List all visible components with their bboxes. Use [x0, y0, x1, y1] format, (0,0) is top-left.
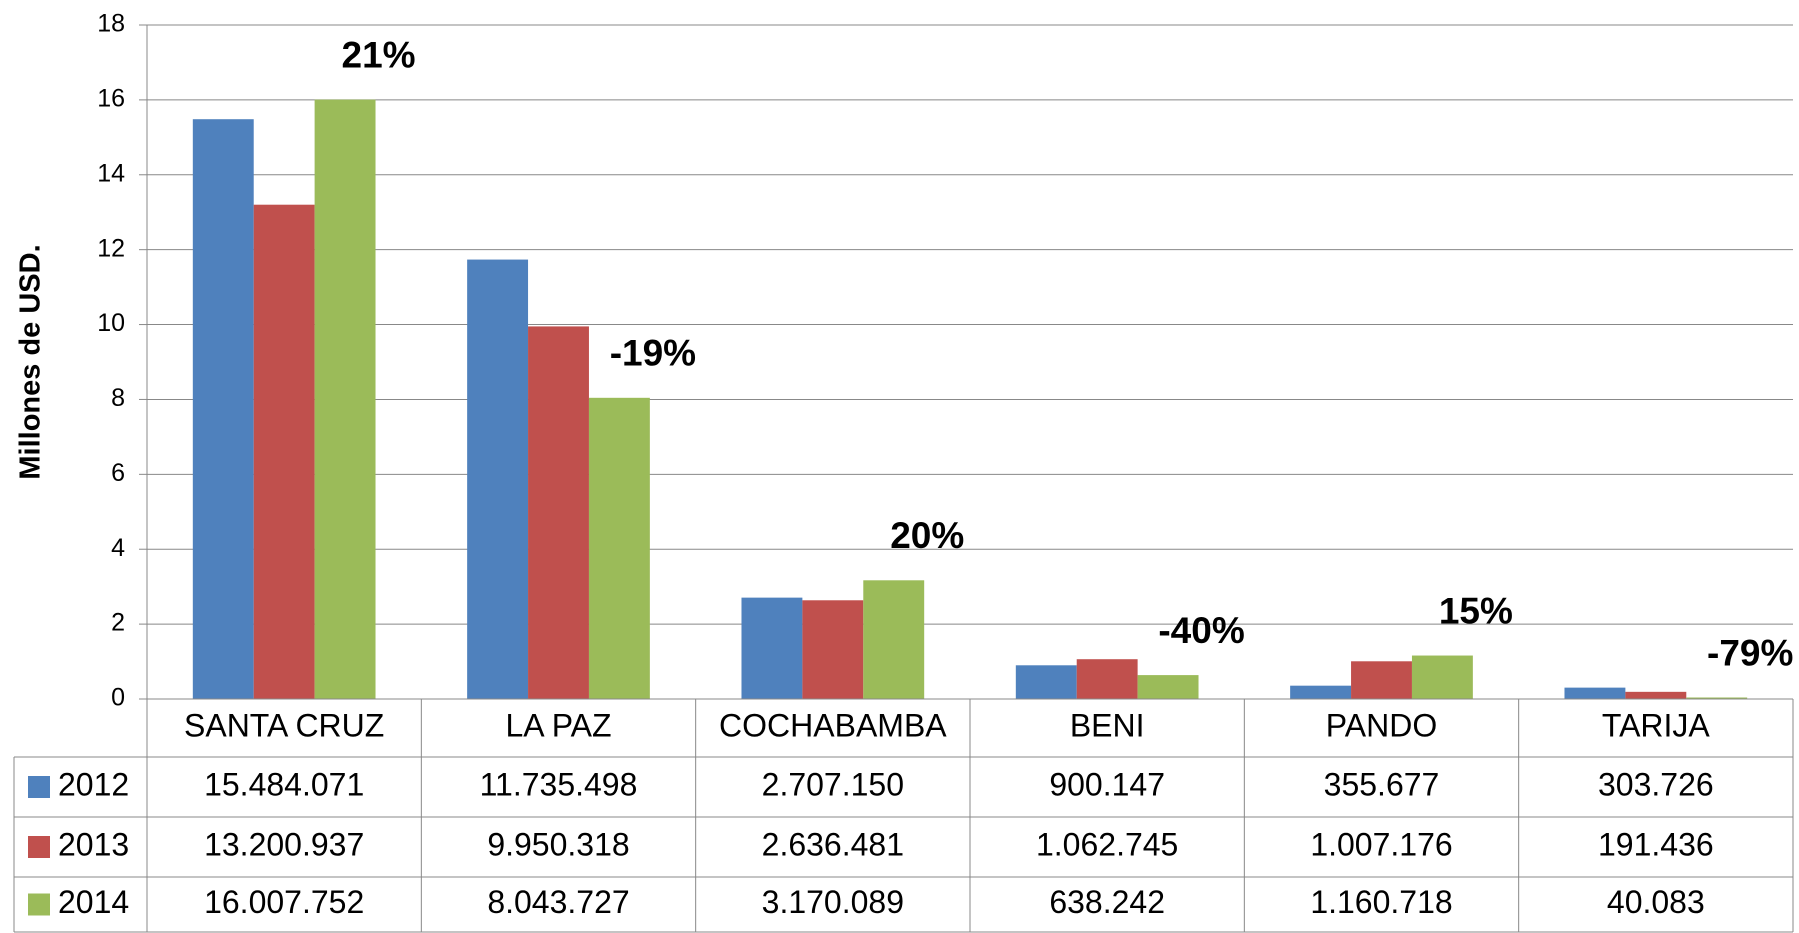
legend-swatch: [28, 893, 50, 916]
table-cell: 11.735.498: [480, 766, 638, 802]
y-tick-label: 18: [97, 10, 125, 38]
bar: [1076, 659, 1138, 699]
change-label: -79%: [1707, 632, 1793, 673]
change-label: 20%: [890, 515, 964, 556]
bar: [741, 597, 803, 699]
table-cell: 191.436: [1598, 826, 1714, 862]
legend-label: 2012: [58, 766, 129, 802]
bar: [314, 99, 376, 699]
legend-label: 2013: [58, 826, 129, 862]
legend-label: 2014: [58, 884, 129, 920]
table-cell: 1.007.176: [1310, 826, 1452, 862]
table-cell: 1.160.718: [1310, 884, 1452, 920]
table-cell: 40.083: [1607, 884, 1705, 920]
bar: [1015, 665, 1077, 699]
table-cell: 13.200.937: [204, 826, 364, 862]
bar: [467, 259, 529, 699]
y-tick-label: 10: [97, 309, 125, 337]
table-cell: 3.170.089: [762, 884, 904, 920]
bar: [1625, 691, 1687, 699]
y-tick-label: 8: [111, 384, 125, 412]
table-cell: 355.677: [1324, 766, 1440, 802]
y-tick-label: 2: [111, 609, 125, 637]
legend-swatch: [28, 836, 50, 858]
bar: [1686, 697, 1748, 699]
y-axis-label: Millones de USD.: [15, 244, 47, 479]
table-cell: 1.062.745: [1036, 826, 1178, 862]
bar: [1411, 655, 1473, 699]
change-label: 21%: [342, 34, 416, 75]
bar: [1137, 675, 1199, 699]
y-tick-label: 0: [111, 684, 125, 712]
x-tick-label: LA PAZ: [505, 707, 611, 743]
x-tick-label: BENI: [1070, 707, 1145, 743]
x-tick-label: PANDO: [1326, 707, 1437, 743]
bar: [528, 326, 589, 699]
table-cell: 303.726: [1598, 766, 1714, 802]
table-cell: 900.147: [1049, 766, 1165, 802]
bar: [863, 580, 925, 699]
bar: [192, 119, 254, 699]
y-tick-label: 16: [97, 84, 125, 112]
y-tick-label: 14: [97, 159, 125, 187]
table-cell: 15.484.071: [204, 766, 364, 802]
table-cell: 9.950.318: [487, 826, 629, 862]
y-tick-label: 6: [111, 459, 125, 487]
y-tick-label: 12: [97, 234, 125, 262]
y-tick-label: 4: [111, 534, 125, 562]
table-cell: 16.007.752: [204, 884, 364, 920]
bar: [253, 204, 315, 699]
table-cell: 2.707.150: [762, 766, 904, 802]
change-label: -19%: [610, 333, 696, 374]
table-cell: 8.043.727: [487, 884, 629, 920]
table-cell: 2.636.481: [762, 826, 904, 862]
table-cell: 638.242: [1049, 884, 1165, 920]
x-tick-label: SANTA CRUZ: [184, 707, 384, 743]
change-label: 15%: [1439, 590, 1513, 631]
bar: [1290, 685, 1352, 699]
bar: [588, 397, 650, 699]
bar: [1351, 661, 1412, 699]
bar: [1564, 687, 1626, 699]
x-tick-label: TARIJA: [1602, 707, 1711, 743]
legend-swatch: [28, 776, 50, 798]
change-label: -40%: [1158, 610, 1244, 651]
bar: [802, 600, 864, 699]
x-tick-label: COCHABAMBA: [719, 707, 947, 743]
